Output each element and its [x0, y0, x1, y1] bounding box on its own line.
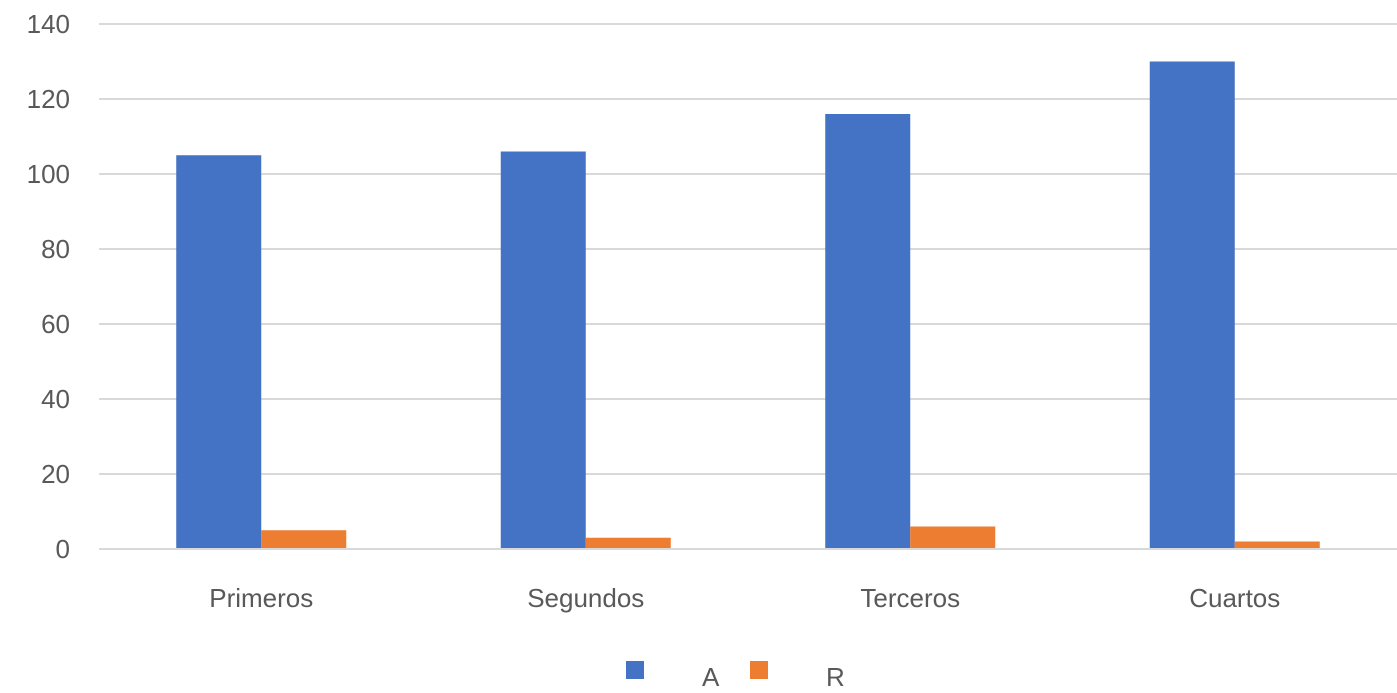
legend-swatch-r [750, 661, 768, 679]
x-category-label: Primeros [209, 583, 313, 613]
y-tick-label: 140 [27, 9, 70, 39]
gridlines [99, 23, 1397, 475]
bar-a-cuartos [1149, 61, 1235, 549]
x-category-label: Segundos [527, 583, 644, 613]
y-tick-label: 0 [56, 534, 70, 564]
bars [176, 61, 1320, 549]
y-tick-label: 120 [27, 84, 70, 114]
x-category-label: Terceros [860, 583, 960, 613]
bar-a-segundos [500, 151, 586, 549]
y-tick-label: 100 [27, 159, 70, 189]
y-tick-label: 60 [41, 309, 70, 339]
legend-label-r: R [826, 662, 845, 692]
x-axis-category-labels: Primeros Segundos Terceros Cuartos [209, 583, 1280, 613]
y-axis-tick-labels: 0 20 40 60 80 100 120 140 [27, 9, 70, 564]
bar-r-primeros [261, 530, 347, 549]
bar-a-primeros [176, 155, 262, 549]
bar-r-cuartos [1234, 541, 1320, 549]
bar-r-segundos [585, 537, 671, 549]
legend-swatch-a [626, 661, 644, 679]
y-tick-label: 40 [41, 384, 70, 414]
x-category-label: Cuartos [1189, 583, 1280, 613]
bar-a-terceros [825, 114, 911, 549]
bar-r-terceros [910, 526, 996, 549]
y-tick-label: 80 [41, 234, 70, 264]
y-tick-label: 20 [41, 459, 70, 489]
legend-label-a: A [702, 662, 720, 692]
